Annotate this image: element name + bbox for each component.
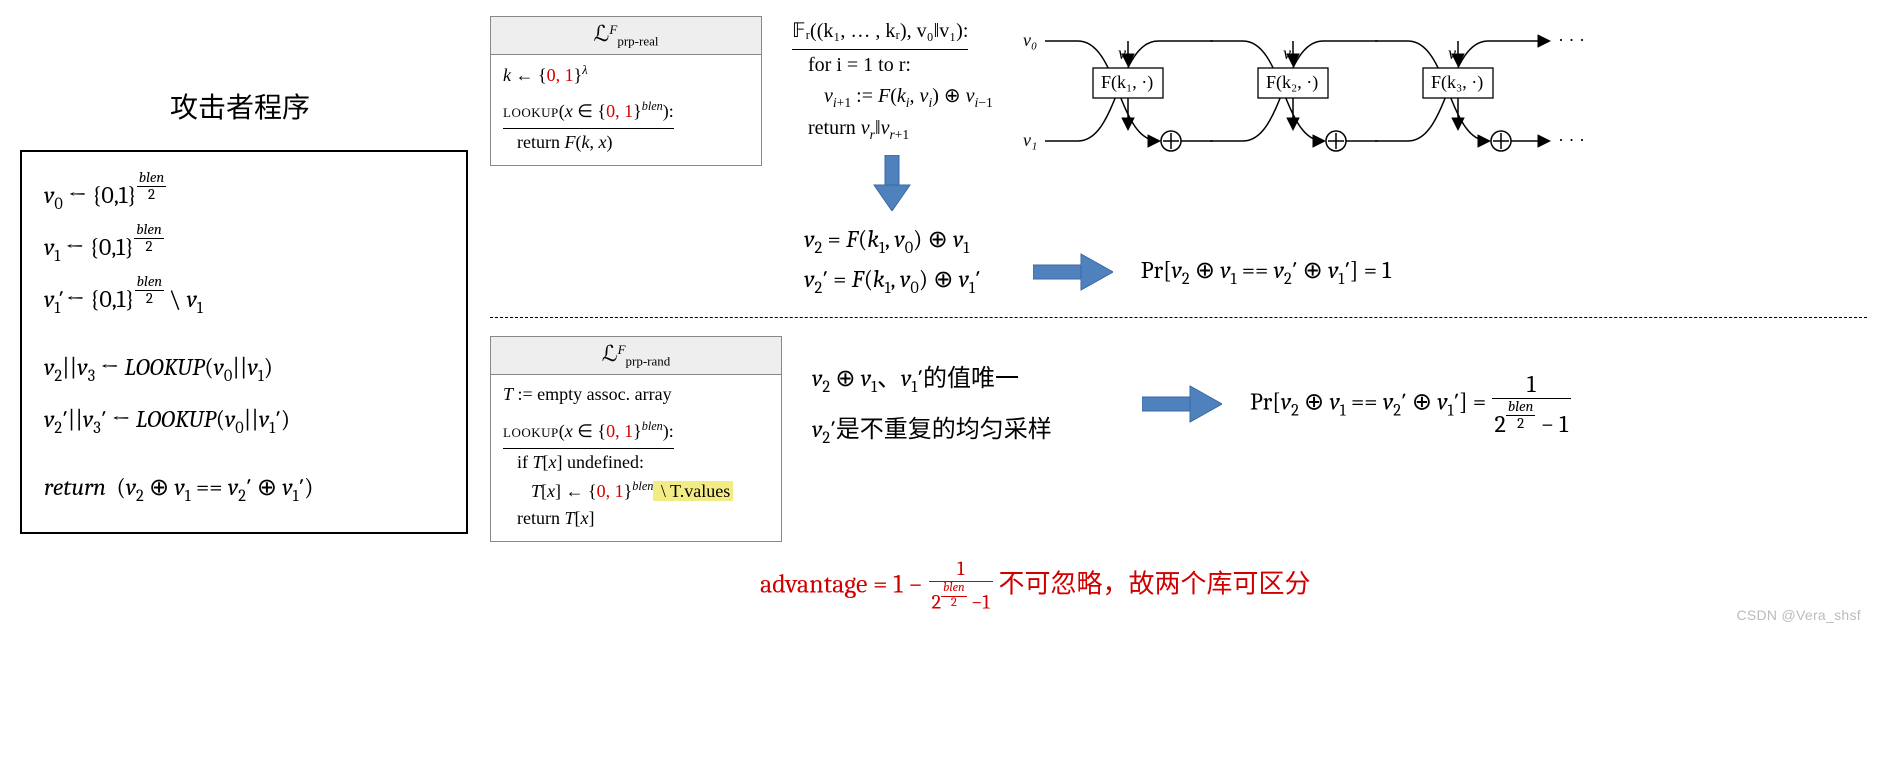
- svg-text:F(k₁, ·): F(k₁, ·): [1101, 72, 1153, 93]
- section-real: ℒFprp-real k ← {0, 1}λ lookup(x ∈ {0, 1}…: [490, 16, 1867, 301]
- attacker-line-v1prime: v1′← {0,1}blen2 \ v1: [44, 274, 444, 326]
- lib-rand-box: ℒFprp-rand T := empty assoc. array looku…: [490, 336, 782, 542]
- arrow-right-icon: [1033, 252, 1113, 292]
- lib-real-lookup-sig: lookup(x ∈ {0, 1}blen):: [503, 97, 749, 129]
- prob-rand: Pr[v2 ⊕ v1 == v2′ ⊕ v1′] = 1 2blen2 − 1: [1250, 370, 1571, 438]
- svg-text:v₁: v₁: [1118, 43, 1132, 63]
- section-rand: ℒFprp-rand T := empty assoc. array looku…: [490, 336, 1867, 542]
- feistel-def: 𝔽ᵣ((k₁, … , kᵣ), v₀‖v₁): for i = 1 to r:…: [792, 16, 993, 145]
- attacker-box: v0 ← {0,1}blen2 v1 ← {0,1}blen2 v1′← {0,…: [20, 150, 468, 534]
- arrow-down-icon: [872, 155, 912, 211]
- lib-rand-assign: T[x] ← {0, 1}blen \ T.values: [503, 477, 769, 506]
- lib-real-key: k ← {0, 1}λ: [503, 61, 749, 90]
- feistel-network-diagram: v₀ v₁ v₁ F(k₁, ·): [1023, 16, 1583, 176]
- watermark: CSDN @Vera_shsf: [1736, 607, 1861, 623]
- attacker-line-v1: v1 ← {0,1}blen2: [44, 222, 444, 274]
- svg-text:v₁: v₁: [1023, 130, 1037, 150]
- svg-text:v₃: v₃: [1448, 43, 1462, 63]
- lib-rand-init: T := empty assoc. array: [503, 381, 769, 409]
- attacker-title: 攻击者程序: [20, 86, 460, 126]
- svg-text:v₀: v₀: [1023, 30, 1037, 50]
- attacker-line-lookup1: v2||v3 ← LOOKUP(v0||v1): [44, 342, 444, 394]
- rand-observation: v2 ⊕ v1、v1′的值唯一 v2′是不重复的均匀采样: [812, 336, 1112, 455]
- attacker-line-return: return (v2 ⊕ v1 == v2′ ⊕ v1′): [44, 462, 444, 514]
- svg-text:v₂: v₂: [1283, 43, 1297, 63]
- lib-rand-if: if T[x] undefined:: [503, 449, 769, 477]
- divider-dashed: [490, 317, 1867, 318]
- arrow-right-icon: [1142, 384, 1222, 424]
- lib-real-return: return F(k, x): [503, 129, 749, 157]
- advantage-line: advantage = 1 − 1 2blen2 −1 不可忽略，故两个库可区分: [760, 558, 1867, 615]
- lib-real-box: ℒFprp-real k ← {0, 1}λ lookup(x ∈ {0, 1}…: [490, 16, 762, 166]
- lib-real-title: ℒFprp-real: [491, 17, 761, 55]
- svg-text:F(k₂, ·): F(k₂, ·): [1266, 72, 1318, 93]
- attacker-line-v0: v0 ← {0,1}blen2: [44, 170, 444, 222]
- attacker-line-lookup2: v2′||v3′ ← LOOKUP(v0||v1′): [44, 394, 444, 446]
- svg-text:F(k₃, ·): F(k₃, ·): [1431, 72, 1483, 93]
- lib-rand-lookup-sig: lookup(x ∈ {0, 1}blen):: [503, 417, 769, 449]
- svg-text:· · ·: · · ·: [1558, 30, 1583, 50]
- prob-real: Pr[v2 ⊕ v1 == v2′ ⊕ v1′] = 1: [1141, 256, 1391, 289]
- lib-rand-title: ℒFprp-rand: [491, 337, 781, 375]
- svg-text:· · ·: · · ·: [1558, 130, 1583, 150]
- derivation-eqs: v2 = F(k1, v0) ⊕ v1 v2′ = F(k1, v0) ⊕ v1…: [804, 221, 980, 301]
- lib-rand-return: return T[x]: [503, 505, 769, 533]
